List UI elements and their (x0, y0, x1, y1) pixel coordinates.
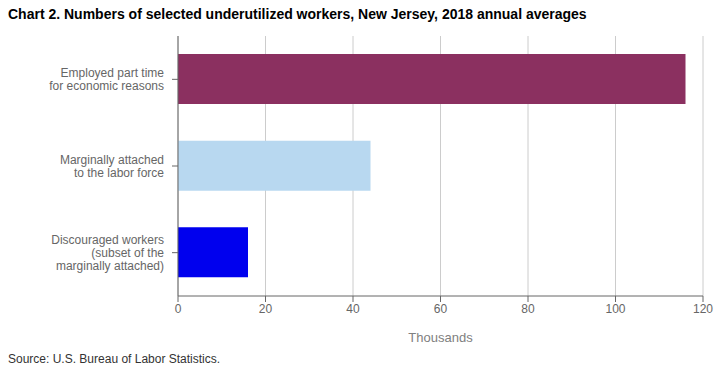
html-text:Chart 2. Numbers of selected u: Chart 2. Numbers of selected underutiliz… (8, 6, 587, 22)
svg-text:20: 20 (259, 302, 273, 316)
svg-text:40: 40 (346, 302, 360, 316)
svg-text:Thousands: Thousands (408, 330, 473, 345)
html-text:Source: U.S. Bureau of Labor S: Source: U.S. Bureau of Labor Statistics. (8, 352, 221, 366)
svg-text:80: 80 (521, 302, 535, 316)
svg-text:Employed part timefor economic: Employed part timefor economic reasons (49, 66, 164, 93)
svg-text:Discouraged workers(subset of: Discouraged workers(subset of themargina… (51, 233, 164, 273)
svg-text:100: 100 (605, 302, 625, 316)
svg-text:Marginally attachedto the labo: Marginally attachedto the labor force (60, 153, 164, 180)
svg-text:60: 60 (434, 302, 448, 316)
svg-text:0: 0 (175, 302, 182, 316)
svg-text:120: 120 (693, 302, 713, 316)
